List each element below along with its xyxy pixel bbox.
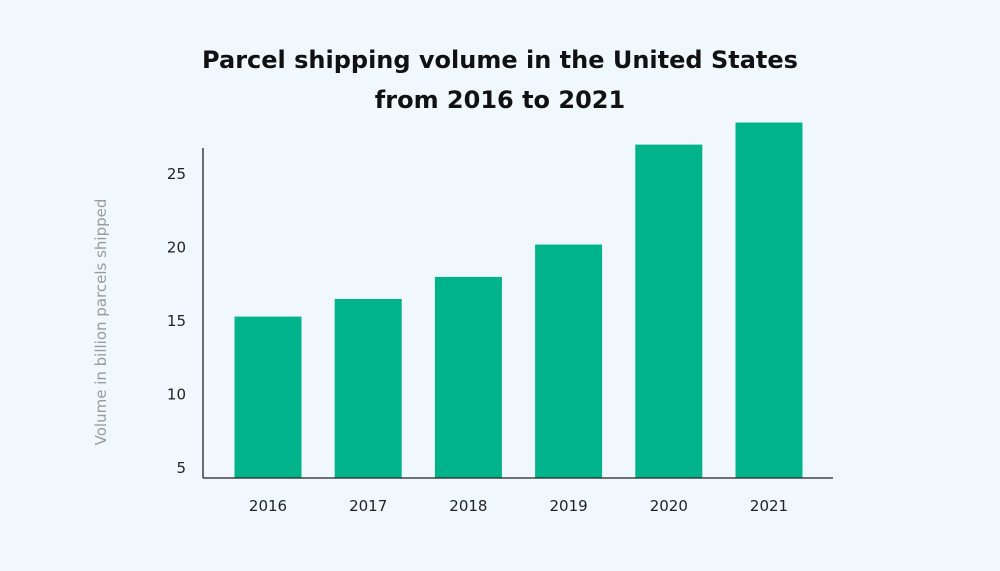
- bar-2019: [535, 244, 603, 478]
- x-tick-label: 2021: [750, 497, 788, 515]
- bar-2018: [434, 276, 502, 478]
- bar-2020: [635, 144, 703, 478]
- y-tick-label: 20: [167, 239, 186, 257]
- y-tick-label: 5: [176, 459, 186, 477]
- y-axis-label: Volume in billion parcels shipped: [92, 199, 110, 446]
- bar-2017: [334, 298, 402, 478]
- chart-title-line-1: Parcel shipping volume in the United Sta…: [202, 46, 798, 74]
- x-tick-label: 2020: [650, 497, 688, 515]
- x-tick-label: 2016: [249, 497, 287, 515]
- y-tick-label: 10: [167, 386, 186, 404]
- bar-2021: [735, 122, 803, 479]
- x-tick-label: 2018: [449, 497, 487, 515]
- x-tick-label: 2019: [550, 497, 588, 515]
- bar-2016: [234, 316, 302, 478]
- x-tick-label: 2017: [349, 497, 387, 515]
- y-tick-label: 25: [167, 165, 186, 183]
- chart-title-line-2: from 2016 to 2021: [375, 86, 625, 114]
- y-tick-label: 15: [167, 312, 186, 330]
